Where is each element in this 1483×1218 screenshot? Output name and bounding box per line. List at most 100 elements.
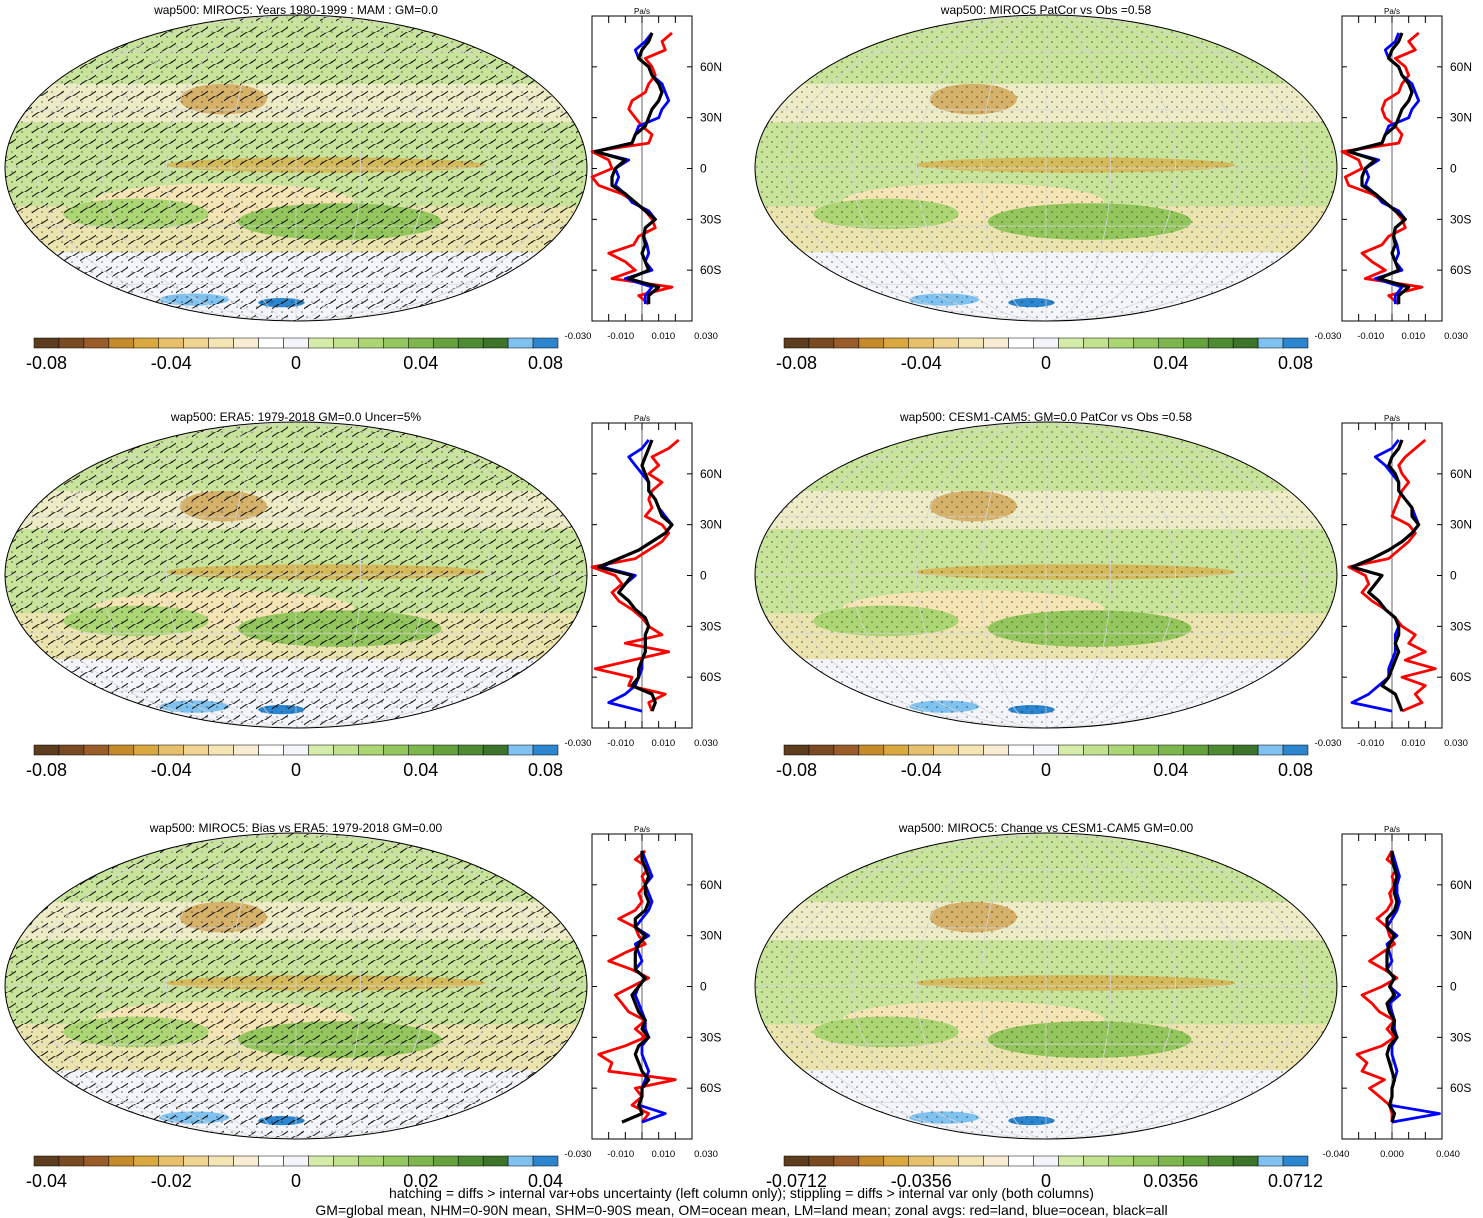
colorbar-label: 0 bbox=[291, 760, 301, 780]
zonal-lat-label: 30N bbox=[1450, 111, 1472, 125]
zonal-x-label: 0.010 bbox=[651, 1149, 675, 1160]
zonal-x-label: -0.010 bbox=[607, 738, 634, 749]
colorbar-label: -0.08 bbox=[26, 760, 67, 780]
map-outline bbox=[754, 14, 1338, 322]
zonal-series-all bbox=[1385, 850, 1399, 1123]
panel-p5: wap500: MIROC5: Bias vs ERA5: 1979-2018 … bbox=[4, 821, 722, 1191]
map-field bbox=[755, 422, 1337, 728]
zonal-series-ocean bbox=[593, 32, 671, 305]
panel-p3: wap500: ERA5: 1979-2018 GM=0.0 Uncer=5% -… bbox=[4, 410, 722, 780]
map-field bbox=[5, 833, 587, 1139]
zonal-x-label: 0.010 bbox=[1401, 738, 1425, 749]
zonal-mean-panel: Pa/s 60N 30N 0 30S 60S -0.030 -0.010 0.010 0.030 bbox=[565, 825, 722, 1160]
zonal-lat-label: 0 bbox=[700, 162, 707, 176]
map-outline bbox=[754, 832, 1338, 1140]
zonal-lat-label: 30N bbox=[1450, 518, 1472, 532]
zonal-x-label: -0.010 bbox=[607, 331, 634, 342]
zonal-lat-label: 60S bbox=[1450, 670, 1471, 684]
map-outline bbox=[4, 14, 588, 322]
map-title: wap500: MIROC5: Bias vs ERA5: 1979-2018 … bbox=[149, 821, 443, 835]
colorbar: -0.08 -0.04 0 0.04 0.08 bbox=[26, 744, 563, 780]
zonal-series-land bbox=[590, 438, 680, 712]
zonal-series-all bbox=[621, 850, 651, 1124]
colorbar-label: -0.08 bbox=[776, 353, 817, 373]
zonal-lat-label: 0 bbox=[1450, 980, 1457, 994]
zonal-series-all bbox=[597, 439, 674, 712]
zonal-x-label: 0.030 bbox=[694, 1149, 718, 1160]
colorbar-label: -0.04 bbox=[26, 1171, 67, 1191]
colorbar-label: 0.04 bbox=[528, 1171, 563, 1191]
zonal-unit: Pa/s bbox=[1384, 414, 1400, 423]
zonal-lat-label: 0 bbox=[1450, 569, 1457, 583]
colorbar-label: 0.08 bbox=[1278, 353, 1313, 373]
colorbar-label: 0.04 bbox=[403, 353, 438, 373]
zonal-lat-label: 60S bbox=[1450, 263, 1471, 277]
zonal-x-label: -0.010 bbox=[1357, 738, 1384, 749]
zonal-lat-label: 30S bbox=[700, 619, 721, 633]
colorbar-label: 0 bbox=[291, 353, 301, 373]
map-outline bbox=[4, 421, 588, 729]
colorbar: -0.08 -0.04 0 0.04 0.08 bbox=[26, 337, 563, 373]
colorbar-label: -0.04 bbox=[901, 353, 942, 373]
zonal-x-label: -0.030 bbox=[1315, 331, 1342, 342]
map-title: wap500: MIROC5: Years 1980-1999 : MAM : … bbox=[153, 3, 438, 17]
colorbar-label: -0.08 bbox=[26, 353, 67, 373]
zonal-mean-panel: Pa/s 60N 30N 0 30S 60S -0.040 0.000 0.040 bbox=[1323, 825, 1472, 1160]
colorbar-label: 0.0712 bbox=[1268, 1171, 1323, 1191]
zonal-lat-label: 30N bbox=[1450, 929, 1472, 943]
zonal-mean-panel: Pa/s 60N 30N 0 30S 60S -0.030 -0.010 0.010 0.030 bbox=[1315, 414, 1472, 749]
zonal-lat-label: 60S bbox=[1450, 1081, 1471, 1095]
colorbar-label: 0.02 bbox=[403, 1171, 438, 1191]
zonal-series-land bbox=[1347, 438, 1437, 713]
colorbar-label: 0.0356 bbox=[1143, 1171, 1198, 1191]
zonal-x-label: 0.030 bbox=[694, 331, 718, 342]
colorbar-label: 0.08 bbox=[528, 760, 563, 780]
colorbar-label: 0.08 bbox=[1278, 760, 1313, 780]
map-title: wap500: CESM1-CAM5: GM=0.0 PatCor vs Obs… bbox=[899, 410, 1192, 424]
zonal-lat-label: 30S bbox=[700, 1030, 721, 1044]
zonal-x-label: 0.010 bbox=[651, 738, 675, 749]
zonal-lat-label: 0 bbox=[700, 569, 707, 583]
colorbar-label: 0.08 bbox=[528, 353, 563, 373]
panel-p1: wap500: MIROC5: Years 1980-1999 : MAM : … bbox=[4, 3, 722, 373]
zonal-series-land bbox=[1340, 31, 1424, 306]
zonal-lat-label: 60N bbox=[700, 467, 722, 481]
zonal-x-label: -0.040 bbox=[1323, 1149, 1350, 1160]
colorbar-label: -0.02 bbox=[151, 1171, 192, 1191]
zonal-x-label: -0.030 bbox=[565, 331, 592, 342]
colorbar-label: 0.04 bbox=[1153, 353, 1188, 373]
zonal-series-all bbox=[593, 32, 664, 305]
zonal-lat-label: 30S bbox=[1450, 1030, 1471, 1044]
map-field bbox=[755, 833, 1337, 1139]
footnote-line-2: GM=global mean, NHM=0-90N mean, SHM=0-90… bbox=[315, 1202, 1168, 1218]
colorbar-label: 0 bbox=[1041, 1171, 1051, 1191]
zonal-unit: Pa/s bbox=[634, 825, 650, 834]
zonal-x-label: 0.010 bbox=[651, 331, 675, 342]
zonal-x-label: 0.040 bbox=[1436, 1149, 1460, 1160]
colorbar-label: 0.04 bbox=[1153, 760, 1188, 780]
zonal-x-label: 0.030 bbox=[694, 738, 718, 749]
panel-p2: wap500: MIROC5 PatCor vs Obs =0.58 -0.08 -… bbox=[754, 3, 1472, 373]
zonal-lat-label: 30S bbox=[1450, 212, 1471, 226]
panel-p4: wap500: CESM1-CAM5: GM=0.0 PatCor vs Obs… bbox=[754, 410, 1472, 780]
zonal-series-all bbox=[1347, 32, 1414, 305]
zonal-x-label: -0.010 bbox=[1357, 331, 1384, 342]
zonal-lat-label: 0 bbox=[700, 980, 707, 994]
zonal-lat-label: 0 bbox=[1450, 162, 1457, 176]
map-field bbox=[755, 15, 1337, 321]
zonal-lat-label: 60S bbox=[700, 670, 721, 684]
map-outline bbox=[4, 832, 588, 1140]
colorbar: -0.08 -0.04 0 0.04 0.08 bbox=[776, 744, 1313, 780]
zonal-x-label: 0.010 bbox=[1401, 331, 1425, 342]
map-title: wap500: MIROC5 PatCor vs Obs =0.58 bbox=[940, 3, 1152, 17]
colorbar-label: -0.0712 bbox=[766, 1171, 827, 1191]
zonal-mean-panel: Pa/s 60N 30N 0 30S 60S -0.030 -0.010 0.010 0.030 bbox=[565, 414, 722, 749]
colorbar: -0.0712 -0.0356 0 0.0356 0.0712 bbox=[766, 1155, 1323, 1191]
zonal-lat-label: 60N bbox=[700, 60, 722, 74]
colorbar-label: -0.04 bbox=[151, 760, 192, 780]
map-field bbox=[5, 422, 587, 728]
footnote-line-1: hatching = diffs > internal var+obs unce… bbox=[389, 1185, 1094, 1201]
zonal-x-label: -0.030 bbox=[565, 738, 592, 749]
zonal-lat-label: 60N bbox=[700, 878, 722, 892]
